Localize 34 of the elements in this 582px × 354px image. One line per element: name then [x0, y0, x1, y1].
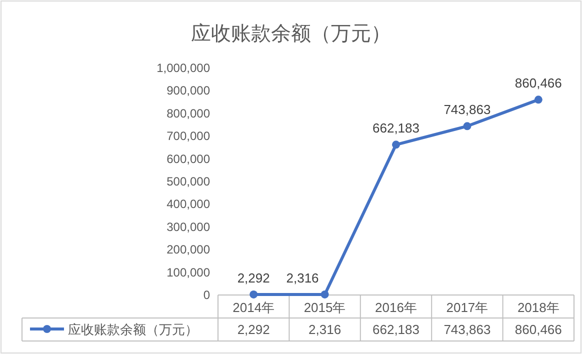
y-tick-label: 0	[203, 288, 210, 302]
y-tick-label: 800,000	[166, 106, 210, 120]
legend: 应收账款余额（万元）	[30, 322, 198, 337]
data-label: 2,292	[237, 322, 270, 337]
data-label: 860,466	[514, 322, 562, 337]
x-tick-label: 2017年	[446, 300, 488, 315]
text: 860,466	[514, 76, 562, 91]
x-tick-label: 2018年	[517, 300, 560, 315]
legend-label: 应收账款余额（万元）	[68, 322, 198, 337]
data-label: 2,316	[308, 322, 342, 337]
y-tick-label: 400,000	[166, 197, 210, 212]
text: 662,183	[372, 120, 420, 136]
data-label: 743,863	[444, 322, 491, 337]
point	[320, 290, 329, 298]
y-tick-label: 300,000	[166, 220, 210, 234]
y-tick-label: 500,000	[166, 174, 210, 188]
y-tick-label: 1,000,000	[156, 61, 210, 75]
title: 应收账款余额（万元）	[191, 23, 391, 45]
x-tick-label: 2014年	[232, 300, 275, 315]
point	[463, 122, 472, 130]
y-tick-label: 100,000	[166, 265, 210, 280]
point	[392, 140, 400, 149]
data-label: 662,183	[372, 322, 420, 337]
y-tick-label: 900,000	[166, 84, 210, 98]
point	[250, 290, 258, 298]
x-tick-label: 2016年	[375, 300, 417, 315]
text: 743,863	[444, 102, 491, 118]
text: 2,292	[237, 270, 270, 286]
x-tick-label: 2015年	[304, 300, 346, 315]
point	[534, 96, 542, 104]
y-tick-label: 600,000	[166, 152, 210, 166]
y-tick-label: 200,000	[166, 242, 210, 257]
y-tick-label: 700,000	[166, 129, 210, 144]
text: 2,316	[286, 270, 319, 286]
